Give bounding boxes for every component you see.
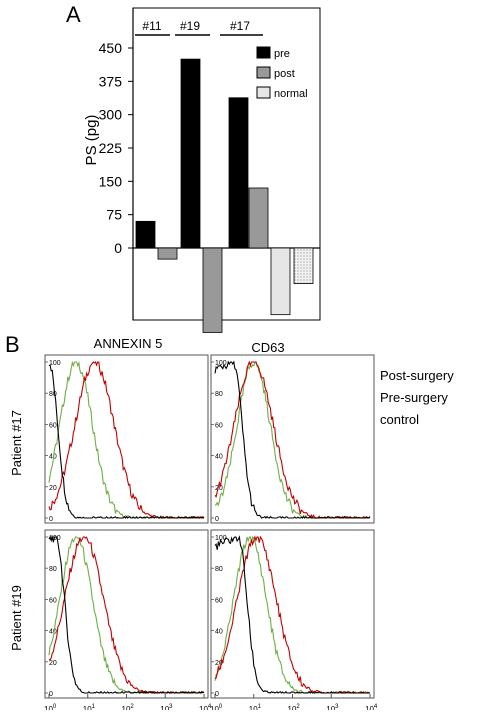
legend-swatch-normal [256, 86, 271, 99]
y-tick-label: 20 [49, 485, 57, 492]
y-tick-label: 100 [49, 360, 61, 367]
y-tick-label: 20 [215, 485, 223, 492]
legend-label-post: post [274, 68, 295, 80]
y-tick-label: 0 [49, 691, 53, 698]
panel-a-bars [135, 58, 314, 333]
histogram-curve-control [48, 534, 205, 694]
group-label-11: #11 [142, 19, 161, 33]
y-tick-label: 100 [215, 535, 227, 542]
bar-pre-19 [180, 58, 201, 249]
panel-a-label: A [66, 2, 81, 27]
y-tick-label: 80 [49, 391, 57, 398]
x-tick-label: 101 [249, 704, 262, 710]
col-title-annexin5: ANNEXIN 5 [94, 336, 163, 351]
y-tick-label: 80 [215, 566, 223, 573]
y-tick-label: 150 [99, 173, 123, 189]
legend-label-normal: normal [274, 88, 308, 100]
legend-swatch-pre [256, 46, 271, 59]
bar-normal-17 [270, 247, 291, 316]
legend-swatch-post [256, 66, 271, 79]
y-tick-label: 40 [49, 454, 57, 461]
y-tick-label: 225 [99, 140, 123, 156]
y-tick-label: 300 [99, 107, 123, 123]
panel-b: B ANNEXIN 5 CD63 Patient #17 Patient #19… [5, 332, 454, 714]
panel-a-y-ticks: 450 375 300 225 150 75 0 [99, 8, 134, 320]
y-tick-label: 60 [215, 422, 223, 429]
bar-pre-11 [135, 220, 156, 249]
group-label-19: #19 [180, 19, 200, 33]
bar-pre-17 [228, 97, 249, 249]
row-title-patient-19: Patient #19 [9, 585, 24, 651]
histogram-curve-control [48, 364, 204, 519]
y-tick-label: 80 [215, 391, 223, 398]
y-tick-label: 0 [215, 691, 219, 698]
y-tick-label: 40 [49, 629, 57, 636]
x-tick-label: 100 [44, 704, 57, 710]
x-tick-label: 104 [365, 704, 378, 710]
legend-label-post-surgery: Post-surgery [380, 368, 454, 383]
y-tick-label: 60 [49, 422, 57, 429]
row-title-patient-17: Patient #17 [9, 410, 24, 476]
histogram-curve-control [214, 535, 370, 694]
y-tick-label: 20 [49, 660, 57, 667]
y-tick-label: 20 [215, 660, 223, 667]
panel-a-frame [132, 7, 321, 321]
bar-post-17 [248, 187, 269, 249]
y-tick-label: 450 [99, 40, 123, 56]
x-tick-label: 102 [122, 704, 135, 710]
histogram-curve-pre-surgery [214, 535, 371, 694]
x-tick-label: 102 [288, 704, 301, 710]
x-tick-label: 100 [210, 704, 223, 710]
x-tick-label: 101 [83, 704, 96, 710]
y-tick-label: 100 [49, 535, 61, 542]
y-tick-label: 75 [106, 207, 122, 223]
y-tick-label: 60 [49, 597, 57, 604]
legend-label-pre: pre [274, 48, 290, 60]
panel-a-ylabel: PS (pg) [83, 115, 100, 166]
panel-b-label: B [5, 332, 20, 357]
panel-a: A 450 375 300 225 150 75 0 PS (pg) #11 #19 #17… [66, 2, 321, 333]
y-tick-label: 40 [215, 629, 223, 636]
group-label-17: #17 [230, 19, 250, 33]
y-tick-label: 0 [215, 516, 219, 523]
x-tick-label: 103 [160, 704, 173, 710]
y-tick-label: 0 [114, 240, 122, 256]
bar-post-19 [202, 247, 223, 333]
y-tick-label: 375 [99, 73, 123, 89]
histogram-frame [44, 529, 209, 699]
y-tick-label: 0 [49, 516, 53, 523]
y-tick-label: 40 [215, 454, 223, 461]
y-tick-label: 60 [215, 597, 223, 604]
histogram-frame [210, 529, 375, 699]
y-tick-label: 80 [49, 566, 57, 573]
legend-label-control: control [380, 412, 419, 427]
bar-post-11 [157, 247, 178, 260]
histogram-grid: 100 80 60 40 20 0 100 80 60 40 20 0 100 80 60 40 20 0 100 1… [44, 354, 378, 714]
x-tick-label: 103 [326, 704, 339, 710]
y-tick-label: 100 [215, 360, 227, 367]
bar-extra-17 [293, 247, 314, 284]
legend-label-pre-surgery: Pre-surgery [380, 390, 448, 405]
histogram-curve-control [214, 360, 371, 519]
col-title-cd63: CD63 [251, 340, 284, 355]
